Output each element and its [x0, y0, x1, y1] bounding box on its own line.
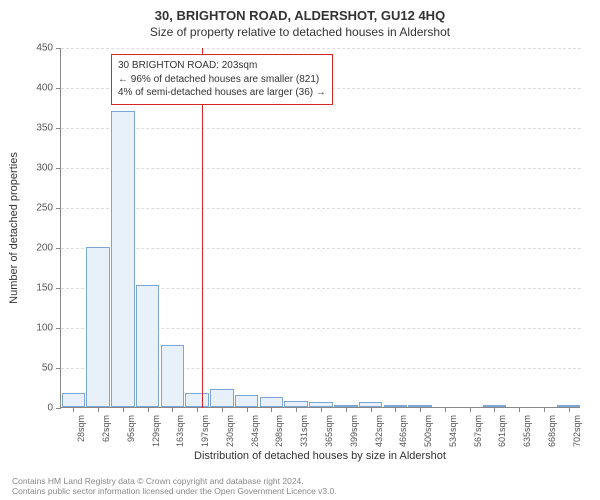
xtick: [569, 407, 570, 412]
ytick-label: 50: [13, 363, 53, 374]
histogram-bar: [260, 397, 284, 407]
xtick: [346, 407, 347, 412]
chart-container: 30, BRIGHTON ROAD, ALDERSHOT, GU12 4HQ S…: [0, 0, 600, 500]
xtick: [371, 407, 372, 412]
histogram-bar: [235, 395, 259, 407]
ytick-label: 250: [13, 203, 53, 214]
xtick-label: 534sqm: [448, 415, 458, 447]
ytick: [56, 48, 61, 49]
ytick-label: 0: [13, 403, 53, 414]
xtick: [395, 407, 396, 412]
ytick: [56, 208, 61, 209]
y-axis-label: Number of detached properties: [8, 152, 20, 304]
xtick-label: 197sqm: [200, 415, 210, 447]
histogram-bar: [62, 393, 86, 407]
xtick: [321, 407, 322, 412]
xtick-label: 567sqm: [473, 415, 483, 447]
xtick-label: 28sqm: [76, 415, 86, 442]
ytick-label: 300: [13, 163, 53, 174]
footer-attribution: Contains HM Land Registry data © Crown c…: [12, 476, 337, 496]
gridline: [61, 248, 581, 249]
annotation-line-1: ← 96% of detached houses are smaller (82…: [118, 73, 326, 87]
ytick-label: 450: [13, 43, 53, 54]
ytick: [56, 248, 61, 249]
xtick: [445, 407, 446, 412]
xtick: [222, 407, 223, 412]
xtick: [494, 407, 495, 412]
xtick: [123, 407, 124, 412]
footer-line-1: Contains HM Land Registry data © Crown c…: [12, 476, 337, 486]
ytick-label: 400: [13, 83, 53, 94]
xtick-label: 500sqm: [423, 415, 433, 447]
gridline: [61, 168, 581, 169]
histogram-bar: [161, 345, 185, 407]
annotation-line-2: 4% of semi-detached houses are larger (3…: [118, 86, 326, 100]
xtick: [197, 407, 198, 412]
ytick-label: 200: [13, 243, 53, 254]
histogram-bar: [210, 389, 234, 407]
ytick: [56, 408, 61, 409]
xtick: [470, 407, 471, 412]
xtick-label: 601sqm: [497, 415, 507, 447]
xtick-label: 298sqm: [274, 415, 284, 447]
xtick-label: 264sqm: [250, 415, 260, 447]
xtick: [519, 407, 520, 412]
page-subtitle: Size of property relative to detached ho…: [0, 23, 600, 43]
histogram-bar: [136, 285, 160, 407]
xtick: [247, 407, 248, 412]
xtick-label: 129sqm: [151, 415, 161, 447]
histogram-bar: [185, 393, 209, 407]
xtick: [544, 407, 545, 412]
xtick-label: 432sqm: [374, 415, 384, 447]
xtick: [271, 407, 272, 412]
ytick: [56, 288, 61, 289]
gridline: [61, 208, 581, 209]
xtick-label: 62sqm: [101, 415, 111, 442]
histogram-bar: [111, 111, 135, 407]
page-title: 30, BRIGHTON ROAD, ALDERSHOT, GU12 4HQ: [0, 0, 600, 23]
xtick-label: 635sqm: [522, 415, 532, 447]
ytick: [56, 128, 61, 129]
xtick-label: 331sqm: [299, 415, 309, 447]
ytick: [56, 328, 61, 329]
xtick-label: 95sqm: [126, 415, 136, 442]
xtick-label: 163sqm: [175, 415, 185, 447]
xtick: [148, 407, 149, 412]
gridline: [61, 48, 581, 49]
xtick-label: 365sqm: [324, 415, 334, 447]
plot-region: 05010015020025030035040045028sqm62sqm95s…: [60, 48, 580, 408]
xtick-label: 230sqm: [225, 415, 235, 447]
xtick: [420, 407, 421, 412]
ytick: [56, 368, 61, 369]
footer-line-2: Contains public sector information licen…: [12, 486, 337, 496]
annotation-box: 30 BRIGHTON ROAD: 203sqm← 96% of detache…: [111, 54, 333, 105]
xtick-label: 399sqm: [349, 415, 359, 447]
x-axis-label: Distribution of detached houses by size …: [60, 450, 580, 462]
gridline: [61, 128, 581, 129]
ytick: [56, 88, 61, 89]
ytick-label: 350: [13, 123, 53, 134]
xtick: [98, 407, 99, 412]
xtick-label: 668sqm: [547, 415, 557, 447]
chart-area: 05010015020025030035040045028sqm62sqm95s…: [60, 48, 580, 408]
xtick: [172, 407, 173, 412]
xtick: [73, 407, 74, 412]
histogram-bar: [86, 247, 110, 407]
xtick-label: 466sqm: [398, 415, 408, 447]
xtick-label: 702sqm: [572, 415, 582, 447]
ytick-label: 150: [13, 283, 53, 294]
annotation-line-0: 30 BRIGHTON ROAD: 203sqm: [118, 59, 326, 73]
xtick: [296, 407, 297, 412]
ytick-label: 100: [13, 323, 53, 334]
ytick: [56, 168, 61, 169]
